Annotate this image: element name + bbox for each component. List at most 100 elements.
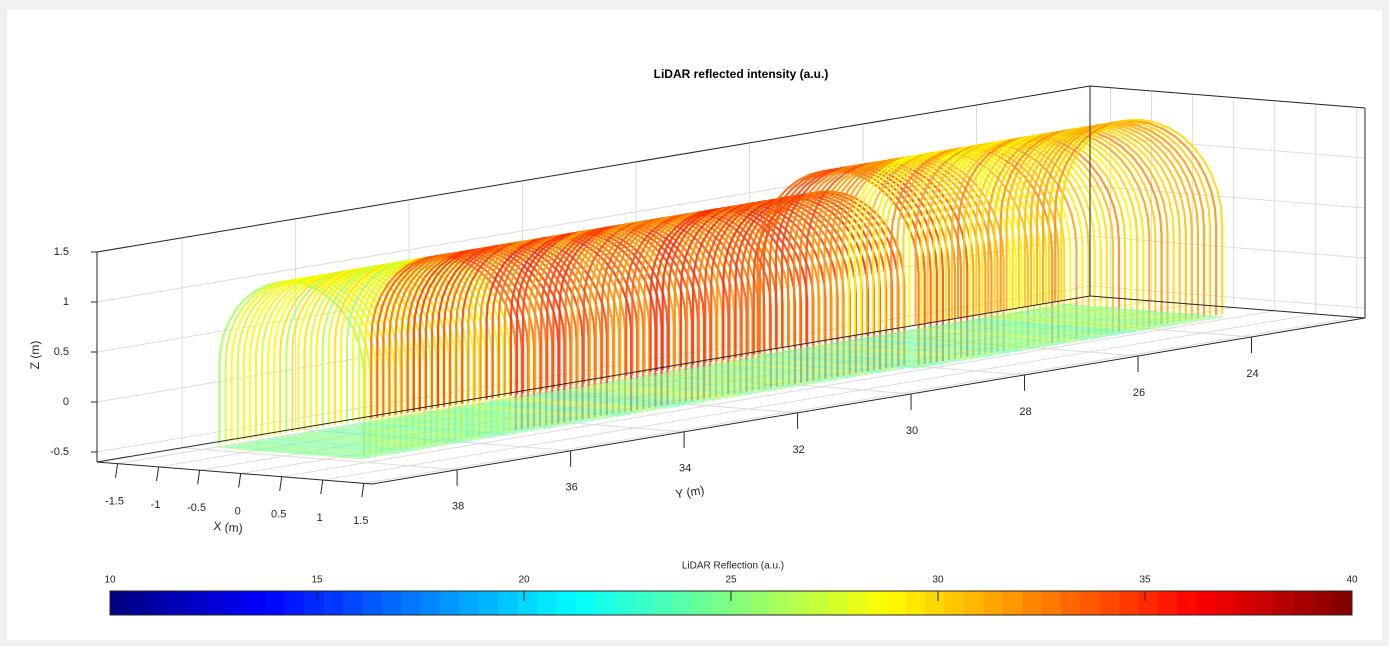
point-cloud-floor [340, 426, 486, 440]
point-cloud-floor [383, 419, 528, 433]
colorbar-swatch [245, 591, 266, 615]
point-cloud-floor [933, 324, 1095, 340]
colorbar-tick-label: 20 [518, 575, 530, 586]
colorbar-swatch [614, 591, 635, 615]
grid-line [182, 447, 458, 471]
z-tick-label: 1 [63, 296, 69, 308]
point-cloud-floor [915, 328, 1077, 343]
point-cloud-floor [304, 432, 450, 446]
point-cloud-floor [976, 317, 1138, 333]
point-cloud-floor [389, 418, 535, 432]
colorbar-tick-label: 25 [725, 575, 737, 586]
point-cloud-floor [951, 321, 1113, 337]
colorbar-swatch [1196, 591, 1217, 615]
z-tick-label: -0.5 [50, 446, 69, 458]
axis-box-edge [96, 85, 1091, 253]
point-cloud-floor [662, 372, 808, 386]
point-cloud-floor [717, 363, 862, 377]
point-cloud-floor [413, 413, 559, 428]
point-cloud-floor [723, 362, 868, 376]
colorbar-swatch [944, 591, 965, 615]
point-cloud-floor [759, 356, 905, 370]
colorbar-swatch [1332, 591, 1353, 615]
x-tick-label: 0 [235, 505, 241, 517]
point-cloud-floor [824, 343, 986, 358]
point-cloud-floor [577, 386, 723, 400]
colorbar-tick-label: 10 [104, 575, 116, 586]
axes-layer: -1.5 -1 -0.5 0 0.5 1 1.5 24 26 28 30 32 34 36 38 -0.5 0 0… [50, 85, 1366, 527]
axis-box-edge [371, 317, 1366, 485]
colorbar-swatch [905, 591, 926, 615]
point-cloud-floor [921, 327, 1083, 342]
tick-mark [361, 483, 365, 498]
point-cloud-floor [280, 436, 425, 450]
x-axis-label: X (m) [213, 519, 243, 536]
axis-box-edge [1089, 85, 1366, 109]
point-cloud-floor [334, 427, 480, 441]
z-axis-label: Z (m) [28, 341, 42, 370]
colorbar-swatch [1157, 591, 1178, 615]
point-cloud-floor [945, 322, 1107, 338]
y-tick-label: 26 [1133, 387, 1145, 399]
point-cloud-floor [462, 405, 607, 419]
point-cloud-floor [818, 344, 980, 359]
colorbar-swatch [401, 591, 421, 615]
point-cloud-floor [352, 424, 498, 438]
point-cloud-floor [1030, 308, 1192, 324]
point-cloud [218, 118, 1224, 460]
colorbar-swatch [362, 591, 383, 615]
point-cloud-floor [267, 438, 413, 452]
point-cloud-floor [589, 384, 735, 398]
point-cloud-floor [286, 435, 431, 449]
colorbar-swatch [1080, 591, 1101, 615]
colorbar-swatch [1060, 591, 1081, 615]
colorbar-swatch [304, 591, 324, 615]
colorbar-swatch [866, 591, 887, 615]
colorbar-swatch [342, 591, 363, 615]
point-cloud-floor [431, 410, 577, 424]
colorbar-swatch [226, 591, 247, 615]
point-cloud-floor [529, 394, 674, 408]
point-cloud-floor [794, 348, 956, 363]
point-cloud-floor [686, 368, 832, 382]
point-cloud-floor [1061, 303, 1223, 319]
colorbar-tick-label: 35 [1139, 575, 1151, 586]
grid-line [1089, 185, 1366, 209]
colorbar-swatch [1022, 591, 1042, 615]
colorbar-swatch [1313, 591, 1334, 615]
point-cloud-floor [523, 395, 668, 409]
colorbar-swatch [633, 591, 654, 615]
y-axis-label: Y (m) [674, 483, 705, 501]
grid-line [281, 310, 1275, 478]
point-cloud-floor [274, 437, 419, 451]
point-cloud-floor [1000, 313, 1162, 329]
y-tick-label: 32 [792, 444, 804, 456]
colorbar-swatch [1138, 591, 1159, 615]
colorbar-swatch [575, 591, 596, 615]
point-cloud-floor [763, 353, 925, 368]
colorbar-swatch [556, 591, 577, 615]
colorbar-swatch [420, 591, 441, 615]
grid-line [322, 313, 1316, 481]
point-cloud-floor [474, 403, 620, 417]
colorbar-swatch [886, 591, 907, 615]
point-cloud-floor [958, 320, 1120, 336]
point-cloud-floor [873, 335, 1035, 350]
point-cloud-floor [565, 388, 711, 402]
point-cloud-floor [219, 446, 365, 460]
tick-mark [197, 470, 201, 485]
colorbar-swatch [672, 591, 693, 615]
z-tick-label: 1.5 [54, 246, 69, 258]
point-cloud-floor [897, 331, 1059, 346]
point-cloud-floor [510, 397, 656, 411]
colorbar-swatch [478, 591, 499, 615]
point-cloud-floor [644, 375, 790, 389]
x-tick-label: 1 [317, 512, 323, 524]
x-tick-label: -1 [151, 499, 161, 511]
tick-mark [115, 463, 119, 478]
point-cloud-floor [842, 340, 1004, 355]
point-cloud-floor [800, 347, 962, 362]
point-cloud-floor [225, 445, 371, 459]
y-tick-label: 28 [1019, 406, 1031, 418]
